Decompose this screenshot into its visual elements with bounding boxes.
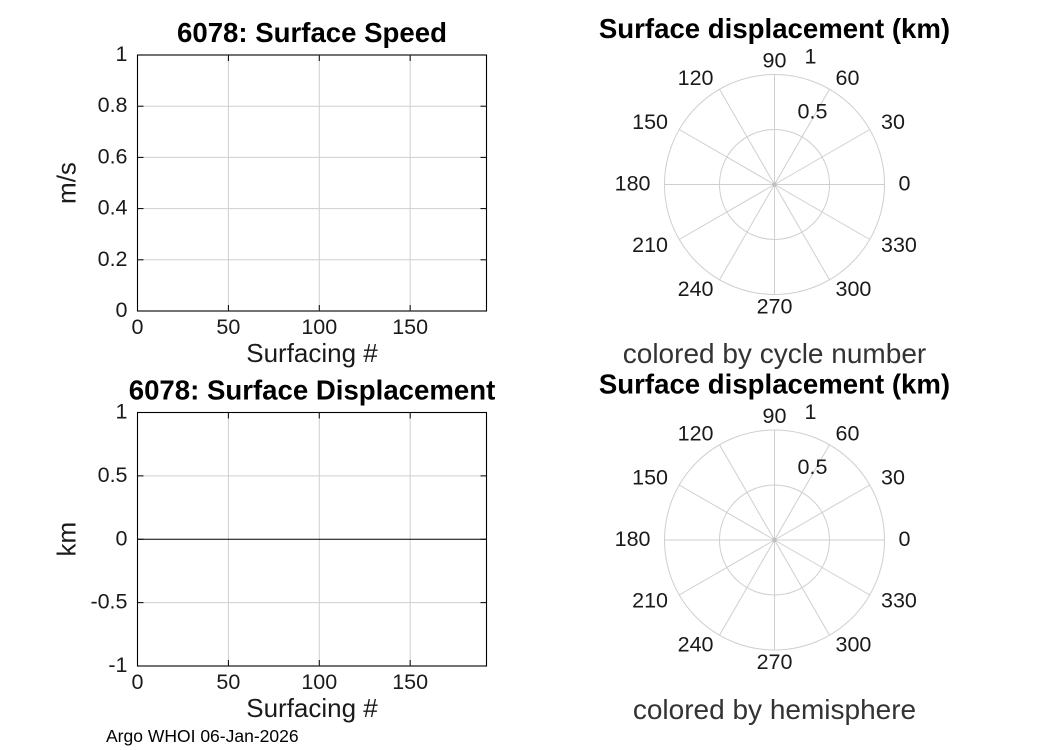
svg-text:100: 100 [301, 670, 337, 694]
svg-text:m/s: m/s [52, 162, 82, 204]
svg-text:0: 0 [116, 298, 128, 322]
svg-text:6078: Surface Displacement: 6078: Surface Displacement [129, 375, 496, 406]
svg-text:0.5: 0.5 [798, 455, 828, 479]
svg-text:Surface displacement (km): Surface displacement (km) [599, 369, 950, 400]
svg-text:1: 1 [805, 400, 817, 424]
svg-text:0: 0 [116, 526, 128, 550]
svg-text:330: 330 [881, 589, 917, 613]
svg-text:50: 50 [216, 670, 240, 694]
svg-text:Surfacing #: Surfacing # [246, 338, 378, 368]
svg-text:0: 0 [899, 172, 911, 196]
svg-text:0: 0 [132, 315, 144, 339]
svg-text:210: 210 [632, 589, 668, 613]
svg-text:300: 300 [836, 633, 872, 657]
svg-text:240: 240 [678, 633, 714, 657]
svg-text:0.5: 0.5 [98, 463, 128, 487]
svg-text:270: 270 [757, 295, 793, 319]
svg-text:1: 1 [805, 45, 817, 69]
svg-text:240: 240 [678, 277, 714, 301]
svg-text:0.5: 0.5 [798, 100, 828, 124]
svg-text:330: 330 [881, 233, 917, 257]
svg-text:colored by cycle number: colored by cycle number [623, 338, 926, 369]
svg-text:90: 90 [763, 404, 787, 428]
svg-text:Surfacing #: Surfacing # [246, 693, 378, 723]
svg-text:60: 60 [836, 66, 860, 90]
svg-text:60: 60 [836, 421, 860, 445]
svg-text:180: 180 [615, 172, 651, 196]
svg-text:0.8: 0.8 [98, 93, 128, 117]
svg-text:0.6: 0.6 [98, 144, 128, 168]
svg-text:120: 120 [678, 421, 714, 445]
svg-text:0.2: 0.2 [98, 247, 128, 271]
svg-text:-0.5: -0.5 [90, 590, 127, 614]
svg-text:30: 30 [881, 110, 905, 134]
svg-text:km: km [52, 522, 82, 557]
svg-text:6078: Surface Speed: 6078: Surface Speed [177, 17, 447, 48]
svg-text:0: 0 [899, 527, 911, 551]
svg-text:0: 0 [132, 670, 144, 694]
svg-text:180: 180 [615, 527, 651, 551]
svg-text:120: 120 [678, 66, 714, 90]
svg-text:100: 100 [301, 315, 337, 339]
svg-text:1: 1 [116, 42, 128, 66]
svg-text:colored by hemisphere: colored by hemisphere [633, 694, 916, 725]
svg-text:210: 210 [632, 233, 668, 257]
svg-text:30: 30 [881, 466, 905, 490]
svg-text:150: 150 [392, 315, 428, 339]
svg-text:50: 50 [216, 315, 240, 339]
svg-text:270: 270 [757, 650, 793, 674]
svg-text:150: 150 [632, 110, 668, 134]
svg-text:90: 90 [763, 49, 787, 73]
svg-text:150: 150 [392, 670, 428, 694]
svg-text:Surface displacement (km): Surface displacement (km) [599, 13, 950, 44]
svg-text:-1: -1 [108, 653, 127, 677]
svg-text:1: 1 [116, 400, 128, 424]
svg-text:150: 150 [632, 466, 668, 490]
svg-text:300: 300 [836, 277, 872, 301]
svg-text:0.4: 0.4 [98, 196, 128, 220]
